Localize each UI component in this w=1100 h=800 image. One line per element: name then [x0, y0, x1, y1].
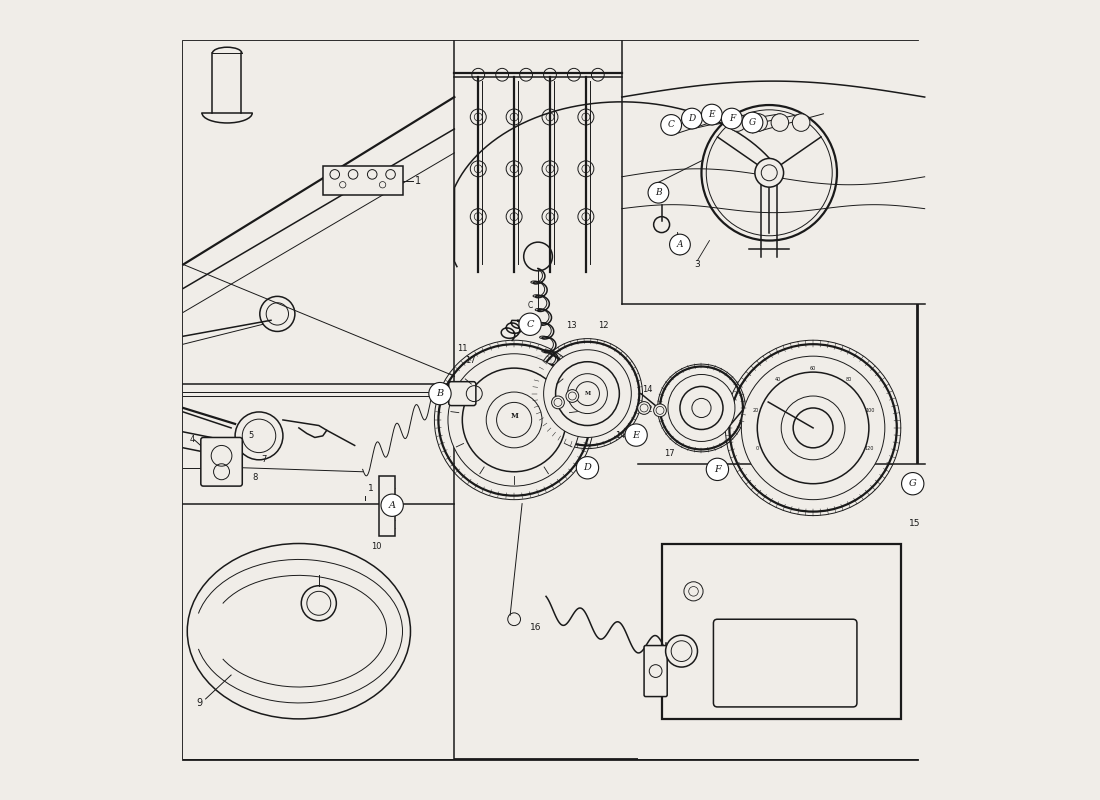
Circle shape [543, 350, 631, 438]
Circle shape [653, 404, 667, 417]
Circle shape [728, 114, 746, 131]
Text: 40: 40 [774, 378, 781, 382]
Text: 100: 100 [866, 408, 876, 414]
Circle shape [668, 374, 735, 442]
Circle shape [576, 457, 598, 479]
Text: 14: 14 [642, 385, 652, 394]
FancyBboxPatch shape [201, 438, 242, 486]
Circle shape [648, 182, 669, 203]
Text: A: A [388, 501, 396, 510]
Text: C: C [526, 320, 534, 329]
Text: G: G [749, 118, 756, 127]
Text: G: G [909, 479, 916, 488]
Text: C: C [527, 302, 532, 310]
Text: M: M [584, 391, 591, 396]
Bar [638, 464, 925, 758]
Text: 10: 10 [371, 542, 382, 551]
Bar [454, 42, 621, 304]
FancyBboxPatch shape [714, 619, 857, 707]
Bar [184, 42, 916, 758]
Text: 12: 12 [642, 405, 652, 414]
Bar [184, 504, 454, 758]
Circle shape [755, 158, 783, 187]
Text: 7: 7 [262, 455, 267, 464]
Text: D: D [689, 114, 695, 123]
Text: eurocarparts: eurocarparts [493, 351, 607, 369]
Text: 13: 13 [566, 322, 576, 330]
Text: 60: 60 [810, 366, 816, 370]
Text: 0: 0 [756, 446, 759, 451]
Text: C: C [668, 121, 674, 130]
Circle shape [902, 473, 924, 495]
Circle shape [670, 234, 691, 255]
Text: 80: 80 [846, 378, 851, 382]
Text: 8: 8 [252, 474, 257, 482]
Text: 17: 17 [465, 356, 475, 365]
Text: D: D [583, 463, 592, 472]
Text: 15: 15 [909, 519, 920, 528]
FancyBboxPatch shape [661, 543, 901, 719]
Circle shape [722, 108, 742, 129]
Circle shape [575, 382, 600, 406]
Text: E: E [632, 430, 640, 439]
Bar [184, 42, 454, 384]
Text: 14: 14 [615, 431, 626, 440]
Circle shape [448, 354, 581, 486]
FancyBboxPatch shape [449, 382, 476, 406]
Text: 5: 5 [249, 431, 254, 440]
Text: 10: 10 [382, 514, 392, 523]
Circle shape [429, 382, 451, 405]
Text: F: F [714, 465, 720, 474]
Text: B: B [656, 188, 662, 198]
Circle shape [551, 396, 564, 409]
Text: F: F [728, 114, 735, 123]
Circle shape [793, 408, 833, 448]
Text: 12: 12 [593, 407, 603, 417]
Text: 3: 3 [694, 260, 701, 269]
Circle shape [638, 402, 650, 414]
Text: 12: 12 [598, 322, 608, 330]
Circle shape [706, 458, 728, 481]
Circle shape [381, 494, 404, 516]
Circle shape [661, 114, 682, 135]
Text: B: B [437, 389, 443, 398]
Text: eurocarparts: eurocarparts [270, 216, 384, 234]
FancyBboxPatch shape [645, 646, 668, 697]
Text: eurocarparts: eurocarparts [716, 216, 830, 234]
FancyBboxPatch shape [322, 166, 403, 195]
Bar [184, 384, 454, 504]
Ellipse shape [187, 543, 410, 719]
Circle shape [702, 104, 723, 125]
Text: 16: 16 [530, 622, 541, 632]
Circle shape [771, 114, 789, 131]
Text: 1: 1 [368, 484, 374, 494]
Text: E: E [708, 110, 715, 119]
Circle shape [682, 108, 702, 129]
Circle shape [519, 313, 541, 335]
FancyBboxPatch shape [378, 476, 395, 535]
Circle shape [496, 402, 531, 438]
Text: 11: 11 [458, 344, 468, 353]
Circle shape [792, 114, 810, 131]
Text: A: A [676, 240, 683, 249]
Circle shape [742, 112, 763, 133]
Circle shape [750, 114, 768, 131]
Text: 17: 17 [664, 449, 675, 458]
Circle shape [741, 356, 884, 500]
Text: 120: 120 [865, 446, 874, 451]
Text: 1: 1 [415, 176, 420, 186]
Bar [621, 42, 925, 304]
Text: 4: 4 [190, 435, 195, 444]
Text: 9: 9 [196, 698, 202, 708]
Circle shape [565, 390, 579, 402]
Text: 12: 12 [473, 367, 484, 377]
Text: 20: 20 [752, 408, 759, 414]
Text: M: M [510, 412, 518, 420]
Circle shape [666, 635, 697, 667]
Circle shape [625, 424, 647, 446]
